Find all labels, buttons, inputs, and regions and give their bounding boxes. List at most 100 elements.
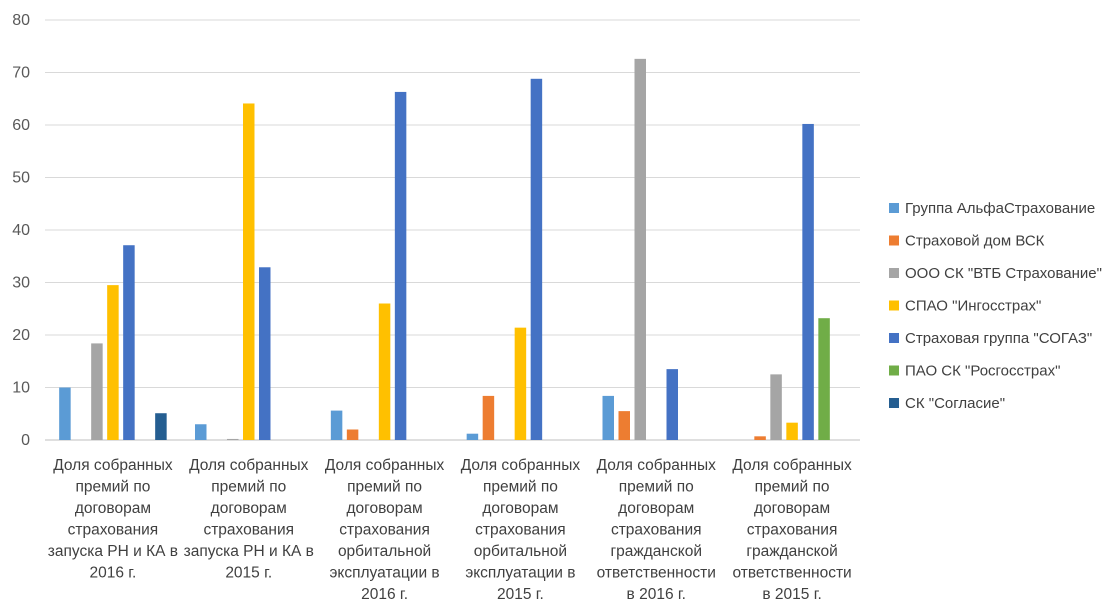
x-category-label-line: 2016 г. — [89, 565, 136, 582]
bar — [378, 303, 391, 440]
x-category-label-line: запуска РН и КА в — [184, 543, 314, 560]
x-category-label-line: гражданской — [746, 543, 837, 560]
bar — [91, 343, 103, 440]
x-category-label-line: Доля собранных — [597, 457, 717, 474]
bar — [602, 395, 614, 440]
x-category-label-line: орбитальной — [474, 543, 567, 560]
legend-label: ООО СК "ВТБ Страхование" — [905, 265, 1102, 282]
x-axis: Доля собранных премий по договорам страхова… — [48, 457, 852, 603]
bar — [618, 411, 630, 440]
x-category-label: Доля собранных премий по договорам страхова… — [184, 457, 314, 582]
legend-entry: ООО СК "ВТБ Страхование" — [889, 265, 1102, 282]
y-tick-label: 20 — [12, 327, 30, 344]
legend-label: СПАО "Ингосстрах" — [905, 298, 1041, 315]
bar — [466, 433, 479, 440]
legend-label: СК "Согласие" — [905, 395, 1005, 412]
x-category-label-line: Доля собранных — [732, 457, 852, 474]
bar — [634, 58, 646, 440]
legend-swatch — [889, 333, 899, 343]
legend-swatch — [889, 365, 899, 376]
x-category-label-line: орбитальной — [338, 543, 431, 560]
bar — [754, 436, 766, 440]
x-category-label-line: страхования — [747, 522, 838, 539]
x-category-label-line: в 2016 г. — [627, 586, 686, 603]
x-category-label-line: договорам — [618, 500, 694, 517]
x-category-label-line: премий по — [755, 479, 830, 496]
legend-entry: СК "Согласие" — [889, 395, 1005, 412]
bar — [666, 369, 678, 440]
x-category-label-line: премий по — [483, 479, 558, 496]
x-category-label-line: эксплуатации в — [329, 565, 439, 582]
bar — [818, 318, 830, 440]
x-category-label-line: договорам — [754, 500, 830, 517]
x-category-label-line: премий по — [619, 479, 694, 496]
x-category-label: Доля собранных премий по договорам страхова… — [597, 457, 717, 603]
legend-label: Страховая группа "СОГАЗ" — [905, 330, 1092, 347]
x-category-label-line: страхования — [611, 522, 702, 539]
x-category-label: Доля собранных премий по договорам страхова… — [325, 457, 445, 603]
bar — [482, 395, 495, 440]
legend-swatch — [889, 300, 899, 311]
x-category-label-line: договорам — [346, 500, 422, 517]
legend-label: Страховой дом ВСК — [905, 233, 1045, 250]
x-category-label-line: Доля собранных — [189, 457, 309, 474]
x-category-label-line: Доля собранных — [325, 457, 445, 474]
legend-label: Группа АльфаСтрахование — [905, 200, 1095, 217]
x-category-label-line: Доля собранных — [53, 457, 173, 474]
legend-entry: Страховая группа "СОГАЗ" — [889, 330, 1092, 347]
legend-swatch — [889, 398, 899, 408]
y-tick-label: 40 — [12, 222, 30, 239]
x-category-label-line: премий по — [347, 479, 422, 496]
y-tick-label: 30 — [12, 275, 30, 292]
bar — [195, 424, 207, 440]
legend-entry: СПАО "Ингосстрах" — [889, 298, 1041, 315]
y-tick-label: 50 — [12, 170, 30, 187]
x-category-label: Доля собранных премий по договорам страхова… — [732, 457, 852, 603]
y-tick-label: 70 — [12, 65, 30, 82]
bars — [59, 58, 830, 441]
x-category-label-line: гражданской — [611, 543, 702, 560]
bar — [107, 285, 119, 440]
bar — [155, 413, 167, 440]
bar — [530, 78, 543, 441]
legend-entry: Страховой дом ВСК — [889, 233, 1045, 250]
x-category-label-line: в 2015 г. — [762, 586, 821, 603]
x-category-label-line: страхования — [475, 522, 566, 539]
x-category-label-line: ответственности — [597, 565, 716, 582]
y-tick-label: 80 — [12, 12, 30, 29]
x-category-label-line: договорам — [211, 500, 287, 517]
legend-entry: Группа АльфаСтрахование — [889, 200, 1095, 217]
x-category-label-line: страхования — [68, 522, 159, 539]
x-category-label-line: договорам — [75, 500, 151, 517]
legend-swatch — [889, 235, 899, 246]
x-category-label-line: Доля собранных — [461, 457, 581, 474]
x-category-label-line: страхования — [339, 522, 430, 539]
bar — [394, 91, 407, 441]
bar — [227, 438, 239, 440]
bar — [259, 267, 271, 440]
bar — [786, 422, 798, 440]
bar — [243, 103, 255, 440]
x-category-label-line: премий по — [211, 479, 286, 496]
x-category-label-line: ответственности — [732, 565, 851, 582]
y-axis: 0 10 20 30 40 50 60 70 80 — [12, 12, 30, 449]
bar — [346, 429, 359, 440]
bar — [514, 327, 527, 440]
x-category-label-line: 2016 г. — [361, 586, 408, 603]
gridlines — [45, 19, 860, 441]
bar — [770, 374, 782, 440]
x-category-label-line: договорам — [482, 500, 558, 517]
legend-swatch — [889, 203, 899, 213]
x-category-label-line: 2015 г. — [225, 565, 272, 582]
x-category-label-line: эксплуатации в — [465, 565, 575, 582]
x-category-label-line: 2015 г. — [497, 586, 544, 603]
x-category-label: Доля собранных премий по договорам страхова… — [48, 457, 178, 582]
bar — [802, 123, 814, 440]
y-tick-label: 10 — [12, 380, 30, 397]
x-category-label-line: запуска РН и КА в — [48, 543, 178, 560]
x-category-label-line: премий по — [75, 479, 150, 496]
legend: Группа АльфаСтрахование Страховой дом ВСК… — [889, 200, 1102, 412]
bar — [330, 410, 343, 440]
x-category-label-line: страхования — [203, 522, 294, 539]
